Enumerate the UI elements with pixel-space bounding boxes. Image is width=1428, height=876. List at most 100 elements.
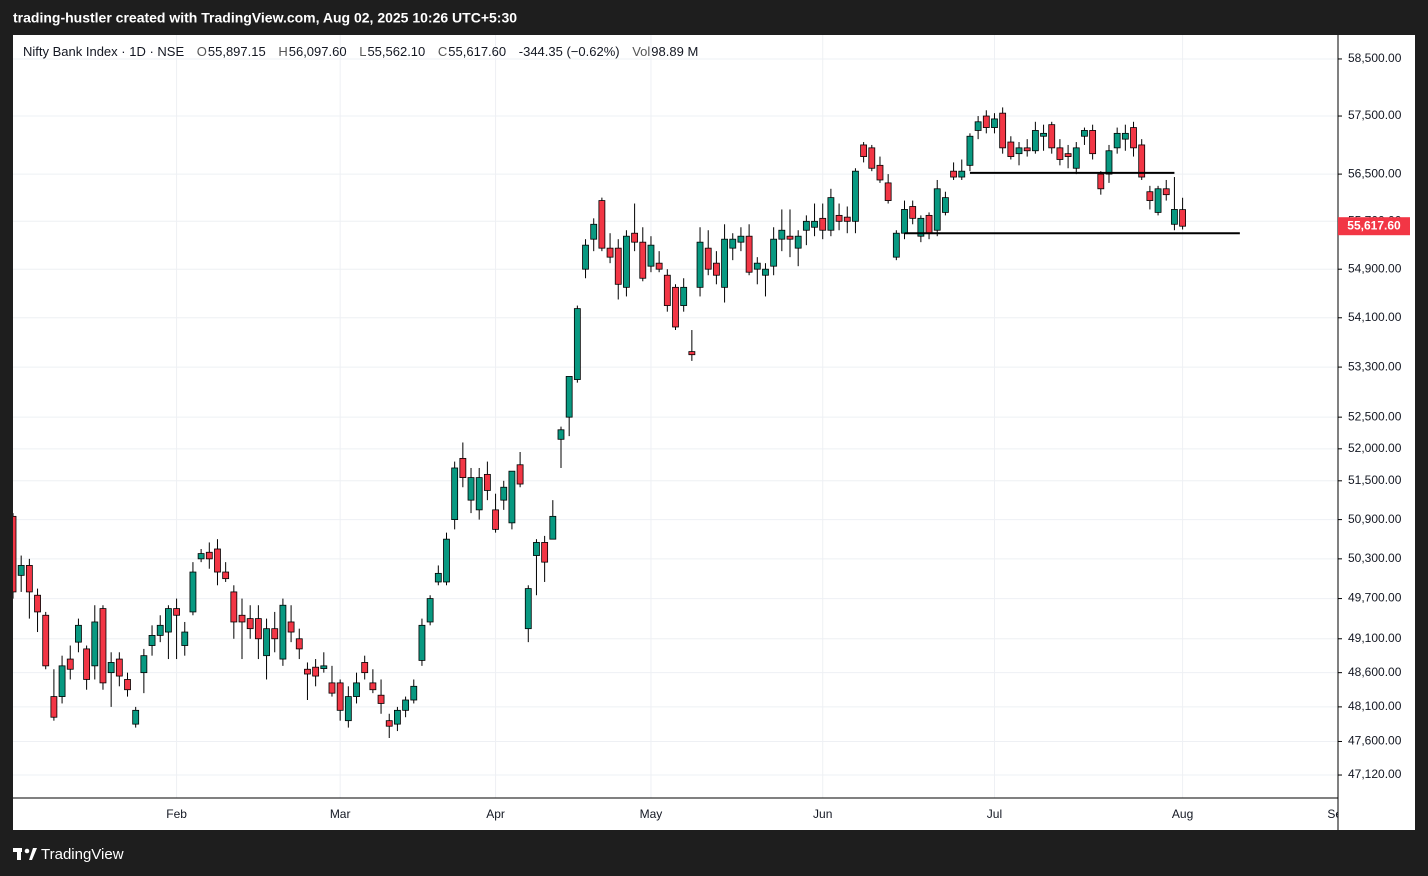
candle-body (541, 542, 549, 563)
candle-body (1113, 132, 1121, 149)
candle-body (982, 115, 990, 128)
candle-body (1072, 147, 1080, 169)
candle-body (647, 244, 655, 267)
low-value: 55,562.10 (367, 44, 426, 59)
candle-body (1015, 147, 1023, 155)
x-tick-label: Jul (987, 807, 1002, 821)
candle-body (402, 699, 409, 711)
close-key: C (437, 44, 448, 59)
candle-body (140, 655, 148, 674)
candle-body (1138, 144, 1146, 178)
candle-body (312, 666, 320, 677)
footer-brand: TradingView (41, 846, 124, 863)
candle-body (50, 696, 58, 718)
candle-body (246, 618, 254, 630)
candle-body (1007, 141, 1015, 157)
candle-body (721, 238, 728, 288)
candle-body (17, 565, 25, 576)
x-tick-label: Sep (1327, 807, 1349, 821)
candle-body (696, 241, 704, 288)
candle-body (884, 182, 892, 201)
y-tick-label: 56,500.00 (1348, 166, 1402, 180)
y-tick-label: 48,600.00 (1348, 665, 1402, 679)
candle-body (516, 464, 524, 485)
candle-body (868, 147, 876, 169)
candle-body (794, 235, 802, 249)
y-tick-label: 52,500.00 (1348, 409, 1402, 423)
candle-body (1081, 130, 1088, 137)
candle-body (336, 682, 344, 711)
y-tick-label: 47,120.00 (1348, 767, 1402, 781)
candle-body (181, 631, 189, 646)
candle-body (590, 223, 598, 240)
y-tick-label: 51,500.00 (1348, 473, 1402, 487)
candle-body (410, 685, 418, 701)
candle-body (565, 376, 573, 418)
open-key: O (196, 44, 207, 59)
candle-body (263, 628, 270, 657)
volume-value: 98.89 M (651, 44, 699, 59)
candle-body (770, 238, 778, 267)
symbol: Nifty Bank Index · 1D · NSE (23, 44, 185, 59)
candle-body (1105, 150, 1113, 175)
candle-body (83, 648, 91, 680)
candle-body (680, 286, 688, 306)
high-key: H (278, 44, 288, 59)
y-tick-label: 52,000.00 (1348, 441, 1402, 455)
candle-body (614, 247, 622, 285)
volume-key: Vol (632, 44, 651, 59)
candle-body (377, 694, 385, 704)
candle-body (434, 572, 442, 583)
y-tick-label: 50,900.00 (1348, 512, 1402, 526)
candle-body (729, 238, 737, 249)
candle-body (876, 164, 884, 181)
candle-body (688, 351, 696, 356)
candle-body (156, 624, 164, 636)
candle-body (1162, 188, 1170, 196)
candle-body (549, 515, 557, 540)
candle-body (254, 618, 262, 640)
y-tick-label: 48,100.00 (1348, 699, 1402, 713)
candle-body (173, 608, 180, 616)
candle-body (344, 696, 352, 722)
candle-body (712, 262, 720, 276)
candle-body (148, 635, 156, 646)
candle-body (385, 720, 393, 727)
candle-body (582, 244, 589, 270)
candle-body (1097, 173, 1105, 190)
candle-body (295, 638, 303, 650)
y-tick-label: 50,300.00 (1348, 551, 1402, 565)
candle-body (115, 658, 123, 677)
candle-body (639, 241, 647, 279)
last-price-label: 55,617.60 (1347, 218, 1401, 232)
candle-body (533, 542, 540, 556)
candle-body (999, 112, 1007, 149)
y-tick-label: 54,900.00 (1348, 261, 1402, 275)
candle-body (320, 665, 328, 669)
candle-body (25, 565, 33, 593)
candle-body (189, 571, 197, 613)
candle-body (786, 235, 794, 240)
candle-body (91, 621, 99, 667)
candle-body (500, 486, 508, 501)
plot-area (13, 107, 1240, 738)
candle-body (132, 709, 140, 725)
candle-body (304, 668, 311, 675)
close-value: 55,617.60 (448, 44, 507, 59)
candle-body (1031, 130, 1039, 152)
candle-body (1064, 153, 1072, 157)
candle-body (655, 262, 663, 270)
y-tick-label: 49,700.00 (1348, 591, 1402, 605)
y-tick-label: 57,500.00 (1348, 108, 1402, 122)
candle-body (966, 135, 974, 166)
candle-body (835, 214, 843, 222)
candle-body (426, 598, 434, 623)
candle-body (672, 286, 679, 328)
axes: 58,500.0057,500.0056,500.0055,700.0054,9… (13, 35, 1410, 830)
candle-body (950, 170, 957, 178)
candle-body (843, 216, 851, 222)
y-tick-label: 54,100.00 (1348, 310, 1402, 324)
candle-body (42, 614, 50, 667)
candle-body (704, 247, 712, 270)
candle-body (811, 220, 818, 228)
